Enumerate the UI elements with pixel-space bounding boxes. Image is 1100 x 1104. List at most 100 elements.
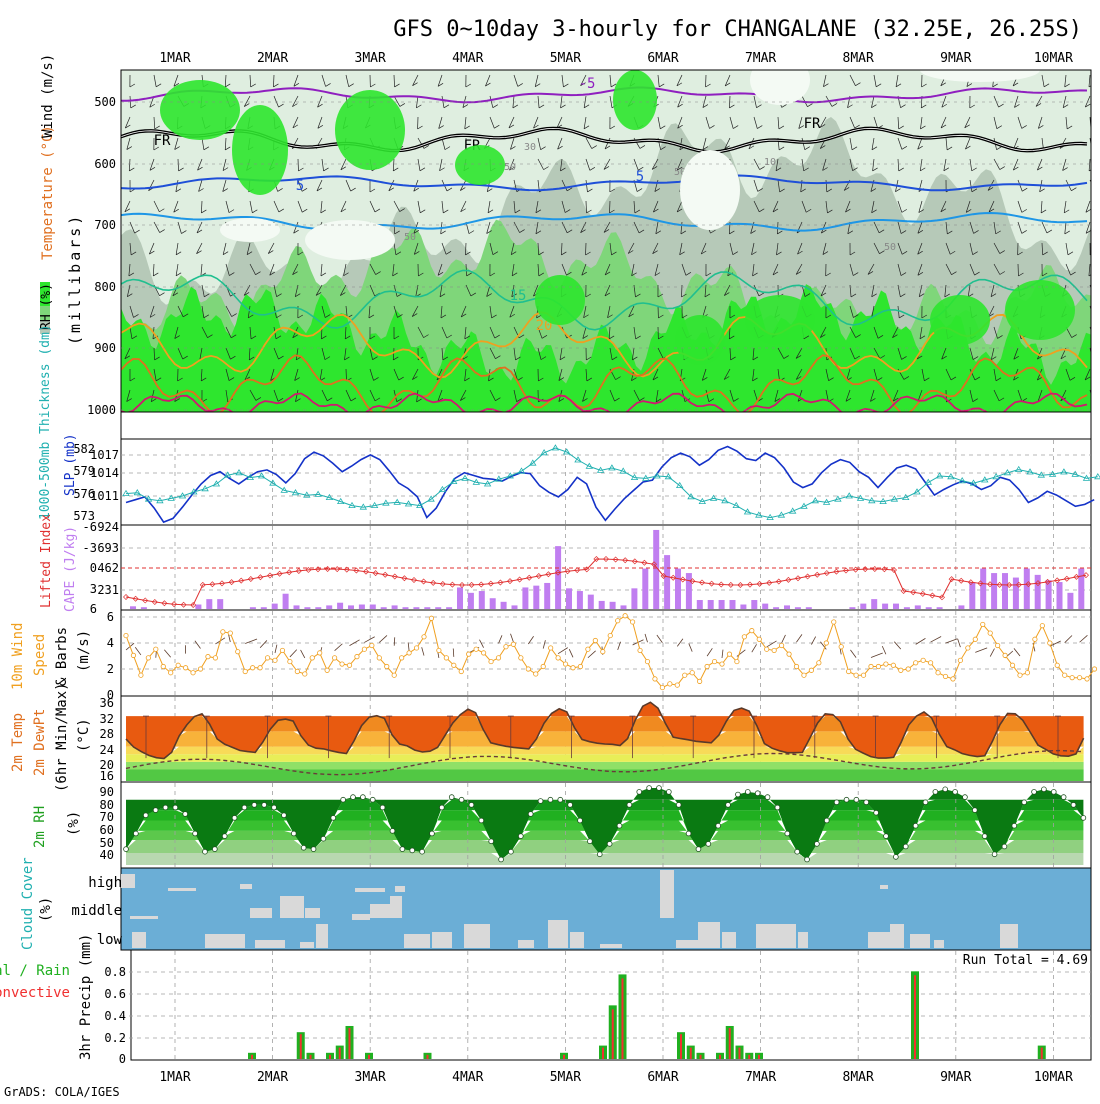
wind-marker	[951, 677, 955, 681]
tick-label: 0.6	[104, 987, 126, 1001]
wind-marker	[981, 622, 985, 626]
rh-marker	[548, 797, 553, 802]
precip-convective-bar	[748, 1055, 750, 1059]
rh-marker	[696, 847, 701, 852]
cape-bar	[381, 607, 387, 609]
wind-marker	[161, 664, 165, 668]
wind-marker	[727, 652, 731, 656]
bottom-date-label: 5MAR	[550, 1070, 581, 1085]
rh-marker	[1061, 795, 1066, 800]
rh-marker	[380, 805, 385, 810]
wind-marker	[735, 659, 739, 663]
wind-label-1: 10m Wind	[10, 623, 26, 690]
bottom-date-label: 3MAR	[355, 1070, 386, 1085]
rh-marker	[923, 800, 928, 805]
wind-marker	[489, 659, 493, 663]
tick-label: 693	[97, 541, 119, 555]
cape-bar	[599, 601, 605, 609]
wind-marker	[779, 643, 783, 647]
tick-label: 32	[100, 712, 114, 726]
tick-label: 0	[119, 1052, 126, 1066]
wind-barb-flag	[1094, 293, 1099, 296]
rh-marker	[173, 805, 178, 810]
cloud-block	[395, 886, 405, 892]
temp-band	[126, 770, 1084, 782]
wind-marker	[854, 673, 858, 677]
wind-marker	[444, 656, 448, 660]
rh-marker	[1012, 823, 1017, 828]
wind-marker	[742, 635, 746, 639]
top-date-label: 8MAR	[843, 51, 874, 66]
wind-marker	[928, 661, 932, 665]
wind-marker	[318, 651, 322, 655]
wind-marker	[832, 620, 836, 624]
wind-marker	[295, 669, 299, 673]
tick-label: 462	[97, 561, 119, 575]
precip-convective-bar	[563, 1055, 565, 1059]
rh-marker	[706, 842, 711, 847]
cloud-block	[130, 916, 158, 919]
wind-marker	[1055, 663, 1059, 667]
wind-marker	[519, 656, 523, 660]
rh-marker	[824, 818, 829, 823]
cloud-block	[518, 940, 534, 948]
rh-marker	[351, 795, 356, 800]
wind-marker	[228, 631, 232, 635]
cloud-block	[934, 940, 944, 948]
cloud-block	[168, 888, 196, 891]
slp-frame	[121, 439, 1091, 525]
cape-bar	[468, 593, 474, 609]
wind-marker	[1063, 673, 1067, 677]
temperature-axis-label: Temperature (°C)	[40, 125, 56, 260]
rh-blob	[613, 70, 657, 130]
wind-marker	[548, 646, 552, 650]
rh-marker	[943, 787, 948, 792]
cloud-block	[355, 888, 385, 892]
cape-bar	[1078, 569, 1084, 609]
cape-bar	[315, 607, 321, 609]
wind-marker	[824, 641, 828, 645]
wind-marker	[191, 671, 195, 675]
rh-marker	[212, 847, 217, 852]
rh-marker	[607, 842, 612, 847]
rh-marker	[163, 805, 168, 810]
rh-marker	[597, 852, 602, 857]
rh-marker	[183, 812, 188, 817]
precip-convective-bar	[602, 1048, 604, 1059]
rh-marker	[716, 823, 721, 828]
rh-marker	[982, 834, 987, 839]
tick-label: -3	[83, 541, 97, 555]
rh-marker	[499, 857, 504, 862]
tick-label: 600	[94, 157, 116, 171]
rh-marker	[903, 844, 908, 849]
cloud-block	[352, 914, 370, 920]
footer-credit: GrADS: COLA/IGES	[4, 1085, 120, 1099]
cape-bar	[195, 605, 201, 609]
upper-air-panel: -5FRFRFR5510101520505050501030 500600700…	[39, 54, 1100, 439]
rh-marker	[815, 842, 820, 847]
cape-bar	[610, 602, 616, 609]
wind-marker	[794, 664, 798, 668]
tick-label: 0.2	[104, 1031, 126, 1045]
wind-marker	[1025, 671, 1029, 675]
cloud-block	[464, 924, 490, 948]
temp-label-1: 2m Temp	[10, 713, 26, 772]
cape-bar	[1046, 580, 1052, 609]
cape-bar	[937, 607, 943, 609]
wind-marker	[265, 656, 269, 660]
wind-marker	[578, 664, 582, 668]
rh-marker	[242, 805, 247, 810]
cape-bar	[980, 569, 986, 609]
cape-bar	[479, 591, 485, 609]
rh-marker	[834, 800, 839, 805]
cape-bar	[566, 588, 572, 609]
wind-marker	[1033, 637, 1037, 641]
rh-marker	[587, 839, 592, 844]
tick-label: -6	[83, 520, 97, 534]
cloud-block	[255, 940, 285, 948]
tick-label: 6	[90, 602, 97, 616]
tick-label: 4	[107, 636, 114, 650]
cloud-high-label: high	[88, 875, 122, 891]
wind-marker	[221, 630, 225, 634]
